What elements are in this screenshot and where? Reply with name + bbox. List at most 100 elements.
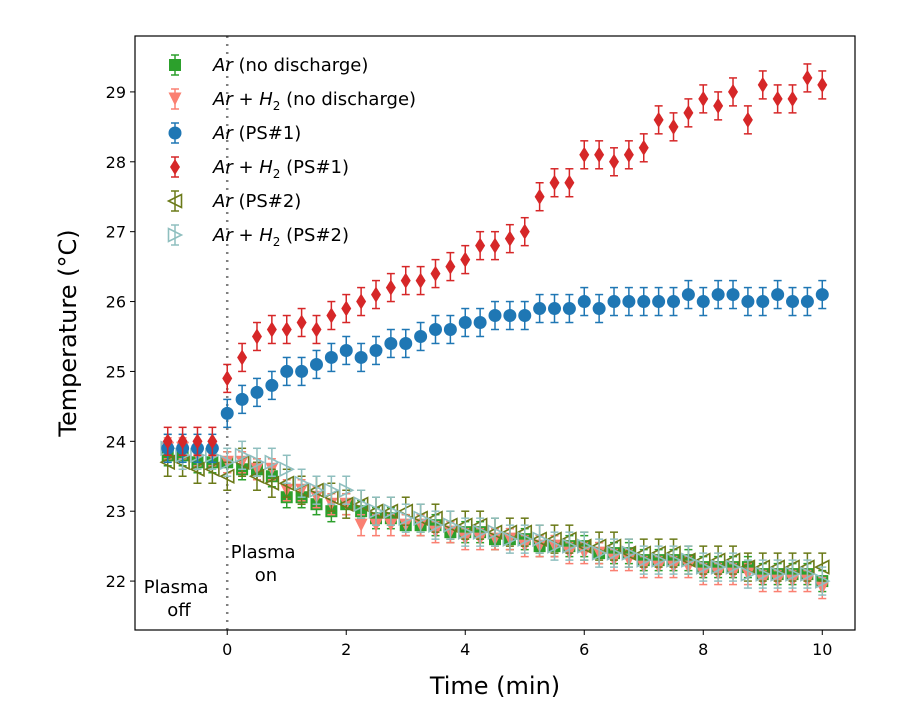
error-bar-arh2-ps2 bbox=[401, 503, 410, 533]
legend-h: H bbox=[259, 225, 273, 246]
axes-frame bbox=[134, 35, 856, 631]
marker-arh2-ps1 bbox=[445, 258, 456, 275]
data-point-arh2-ps1 bbox=[817, 70, 828, 100]
marker-arh2-ps2 bbox=[338, 482, 355, 499]
data-point-ar-ps1 bbox=[324, 342, 338, 373]
marker-arh2-ps2 bbox=[562, 538, 578, 554]
error-bar-arh2-ps2 bbox=[818, 566, 827, 596]
data-point-arh2-ps1 bbox=[579, 140, 590, 170]
marker-ar-ps1 bbox=[815, 288, 829, 302]
data-point-ar-ps1 bbox=[354, 342, 368, 373]
data-point-ar-ps1 bbox=[399, 328, 413, 359]
data-point-arh2-ps1 bbox=[609, 147, 620, 177]
y-tick-label: 28 bbox=[106, 153, 126, 172]
marker-ar-ps1 bbox=[324, 350, 338, 364]
annotation-plasma-on: Plasma on bbox=[231, 542, 302, 586]
data-point-ar-ps1 bbox=[667, 286, 681, 317]
data-point-arh2-ps1 bbox=[281, 314, 292, 345]
marker-arh2-ps1 bbox=[504, 230, 515, 247]
data-point-ar-ps1 bbox=[488, 300, 502, 331]
data-point-arh2-ps2 bbox=[562, 531, 578, 561]
marker-arh2-ps1 bbox=[207, 433, 218, 450]
marker-ar-ps1 bbox=[726, 288, 740, 302]
data-point-ar-ps1 bbox=[458, 307, 472, 338]
data-point-arh2-ps2 bbox=[636, 545, 653, 575]
legend-marker-arh2-ps1 bbox=[170, 159, 180, 175]
error-bar-arh2-ps2 bbox=[386, 496, 395, 526]
data-point-arh2-ps1 bbox=[460, 244, 471, 275]
marker-arh2-ps2 bbox=[502, 531, 519, 547]
data-point-arh2-ps1 bbox=[326, 300, 337, 331]
marker-ar-ps1 bbox=[384, 336, 398, 350]
data-point-ar-ps1 bbox=[652, 286, 666, 317]
data-point-arh2-ps1 bbox=[475, 230, 486, 261]
marker-arh2-ps1 bbox=[772, 90, 783, 107]
marker-arh2-ps2 bbox=[324, 482, 340, 499]
legend-marker-arh2-nodis bbox=[168, 92, 182, 106]
data-point-ar-ps1 bbox=[250, 377, 264, 408]
marker-arh2-ps2 bbox=[770, 566, 786, 582]
data-point-arh2-ps2 bbox=[606, 538, 623, 568]
data-point-arh2-ps2 bbox=[457, 517, 474, 547]
legend-species: Ar bbox=[212, 191, 234, 212]
data-point-arh2-ps1 bbox=[668, 112, 679, 142]
marker-ar-ps1 bbox=[235, 392, 249, 406]
data-point-ar-ps1 bbox=[295, 356, 309, 387]
marker-arh2-ps2 bbox=[368, 503, 385, 519]
data-point-arh2-ps2 bbox=[398, 503, 415, 533]
data-point-arh2-ps1 bbox=[534, 182, 545, 212]
data-point-ar-ps1 bbox=[562, 293, 576, 324]
legend-plus: + bbox=[233, 157, 260, 178]
data-point-ar-ps1 bbox=[473, 307, 487, 338]
error-bar-arh2-ps2 bbox=[371, 496, 380, 526]
data-point-arh2-ps1 bbox=[623, 140, 634, 170]
legend-marker-arh2-ps2 bbox=[167, 227, 184, 243]
data-point-arh2-ps2 bbox=[368, 496, 385, 526]
marker-ar-ps1 bbox=[771, 288, 785, 302]
data-point-arh2-ps1 bbox=[251, 321, 262, 352]
data-point-arh2-ps2 bbox=[249, 447, 266, 478]
marker-arh2-ps2 bbox=[487, 524, 504, 540]
error-bar-arh2-ps2 bbox=[223, 447, 232, 478]
marker-arh2-ps2 bbox=[413, 510, 429, 526]
data-point-arh2-ps1 bbox=[683, 98, 694, 128]
error-bar-arh2-ps2 bbox=[669, 545, 678, 575]
marker-arh2-ps2 bbox=[695, 559, 712, 575]
marker-arh2-ps1 bbox=[728, 83, 739, 100]
data-point-arh2-ps1 bbox=[430, 258, 441, 289]
marker-ar-ps1 bbox=[637, 295, 651, 309]
marker-arh2-ps1 bbox=[713, 97, 724, 114]
marker-arh2-ps1 bbox=[222, 370, 233, 387]
y-tick-label: 25 bbox=[106, 362, 126, 381]
legend-entry-arh2-ps1: Ar + H2 (PS#1) bbox=[170, 156, 349, 181]
error-bar-arh2-ps2 bbox=[446, 510, 455, 540]
error-bar-arh2-ps2 bbox=[312, 475, 321, 505]
marker-ar-ps1 bbox=[548, 302, 562, 316]
data-point-ar-ps1 bbox=[280, 356, 294, 387]
marker-arh2-ps1 bbox=[370, 286, 381, 303]
error-bar-arh2-ps2 bbox=[699, 552, 708, 582]
x-tick-label: 6 bbox=[579, 640, 589, 659]
data-point-ar-ps1 bbox=[309, 349, 323, 380]
marker-ar-ps1 bbox=[622, 295, 636, 309]
marker-arh2-ps1 bbox=[490, 237, 500, 254]
legend-h: H bbox=[259, 89, 273, 110]
legend-label-ar-ps2: Ar (PS#2) bbox=[212, 191, 301, 212]
marker-ar-ps1 bbox=[518, 309, 532, 323]
data-point-arh2-ps1 bbox=[177, 426, 188, 457]
data-point-arh2-ps1 bbox=[638, 133, 649, 163]
marker-arh2-ps2 bbox=[621, 545, 638, 561]
y-tick-label: 23 bbox=[106, 502, 126, 521]
legend-entry-arh2-ps2: Ar + H2 (PS#2) bbox=[167, 224, 349, 249]
marker-ar-ps1 bbox=[741, 295, 755, 309]
marker-arh2-ps1 bbox=[683, 104, 694, 121]
data-point-arh2-ps1 bbox=[296, 307, 307, 338]
marker-ar-ps1 bbox=[667, 295, 681, 309]
legend-marker-ar-ps2 bbox=[166, 193, 183, 209]
marker-arh2-ps1 bbox=[192, 433, 203, 450]
data-point-ar-ps1 bbox=[220, 398, 234, 429]
legend-suffix: (PS#1) bbox=[280, 157, 349, 178]
marker-arh2-ps2 bbox=[681, 552, 697, 568]
series-arh2-ps1 bbox=[162, 63, 828, 457]
marker-ar-ps2 bbox=[263, 475, 280, 492]
